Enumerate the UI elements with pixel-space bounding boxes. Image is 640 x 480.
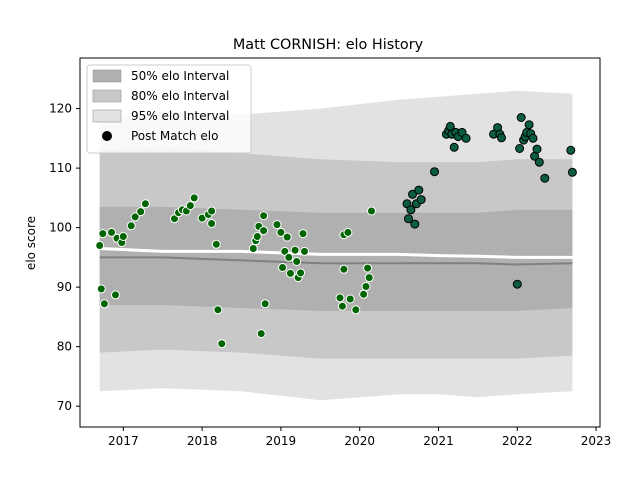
x-tick-label: 2020 <box>344 434 375 448</box>
data-point <box>118 232 128 241</box>
data-point <box>252 232 262 241</box>
data-point <box>540 173 550 183</box>
data-point <box>512 279 522 289</box>
data-point <box>99 299 109 309</box>
x-tick-label: 2018 <box>187 434 218 448</box>
legend-label: Post Match elo <box>131 129 218 143</box>
data-point <box>461 133 471 143</box>
data-point <box>532 144 542 154</box>
y-tick-label: 80 <box>57 340 72 354</box>
data-point <box>140 199 150 209</box>
data-point <box>497 133 506 143</box>
data-point <box>213 305 223 315</box>
legend-label: 50% elo Interval <box>131 69 229 83</box>
data-point <box>404 214 413 224</box>
band-50 <box>99 206 573 311</box>
reference-line <box>99 247 573 259</box>
x-tick-label: 2022 <box>502 434 533 448</box>
data-point <box>95 241 105 250</box>
data-point <box>337 301 347 311</box>
legend-marker <box>102 131 112 141</box>
y-axis-label: elo score <box>24 216 38 270</box>
data-point <box>130 212 140 222</box>
axes-frame <box>79 57 601 428</box>
legend-swatch <box>92 69 122 83</box>
data-point <box>515 144 525 153</box>
data-point <box>96 284 106 294</box>
data-point <box>185 201 195 211</box>
data-point <box>524 120 534 130</box>
data-point <box>136 207 146 217</box>
data-point <box>335 293 345 303</box>
data-point <box>566 145 576 155</box>
data-point <box>282 232 292 242</box>
data-point <box>364 273 374 283</box>
data-point <box>284 252 294 262</box>
data-point <box>406 205 416 215</box>
data-point <box>126 221 136 231</box>
data-point <box>410 219 420 229</box>
data-point <box>285 268 295 278</box>
data-point <box>217 339 227 349</box>
data-point <box>516 113 526 122</box>
legend-frame <box>86 64 252 154</box>
data-point <box>343 227 353 237</box>
data-point <box>207 206 217 216</box>
legend-label: 80% elo Interval <box>131 89 229 103</box>
data-point <box>359 289 369 299</box>
data-point <box>367 206 376 216</box>
data-point <box>449 142 459 152</box>
data-point <box>276 227 286 237</box>
data-point <box>111 290 120 300</box>
data-point <box>107 227 116 237</box>
data-point <box>298 229 308 239</box>
data-point <box>259 211 269 221</box>
data-point <box>528 133 538 143</box>
data-point <box>292 257 302 266</box>
data-point <box>296 268 306 278</box>
data-point <box>300 246 309 256</box>
data-point <box>256 329 266 339</box>
data-point <box>272 220 282 230</box>
y-tick-label: 90 <box>57 280 72 294</box>
data-point <box>361 282 371 291</box>
data-point <box>189 193 199 203</box>
x-tick-label: 2019 <box>266 434 297 448</box>
y-tick-label: 110 <box>49 161 72 175</box>
legend: 50% elo Interval 80% elo Interval 95% elo … <box>86 64 252 154</box>
y-tick-label: 70 <box>57 399 72 413</box>
data-point <box>211 239 221 249</box>
x-tick-label: 2017 <box>108 434 139 448</box>
data-point <box>260 299 270 309</box>
data-point <box>345 294 355 304</box>
data-point <box>207 219 217 228</box>
data-point <box>414 185 424 195</box>
data-point <box>408 189 417 199</box>
data-point <box>351 305 361 315</box>
legend-swatch <box>92 89 122 103</box>
data-point <box>248 244 258 253</box>
legend-label: 95% elo Interval <box>131 109 229 123</box>
data-point <box>290 245 300 255</box>
x-tick-label: 2021 <box>423 434 454 448</box>
mean-elo-line <box>99 256 573 266</box>
legend-swatch <box>92 109 122 123</box>
data-point <box>567 167 577 177</box>
data-point <box>534 157 544 167</box>
data-point <box>430 167 439 177</box>
data-point <box>259 226 269 236</box>
plot-area <box>95 90 577 401</box>
y-tick-label: 120 <box>49 102 72 116</box>
data-point <box>363 263 373 273</box>
data-point <box>416 195 426 205</box>
data-point <box>278 263 287 272</box>
data-point <box>98 229 108 239</box>
x-tick-label: 2023 <box>581 434 612 448</box>
chart-title: Matt CORNISH: elo History <box>233 37 424 53</box>
data-point <box>339 264 349 274</box>
y-tick-label: 100 <box>49 221 72 235</box>
